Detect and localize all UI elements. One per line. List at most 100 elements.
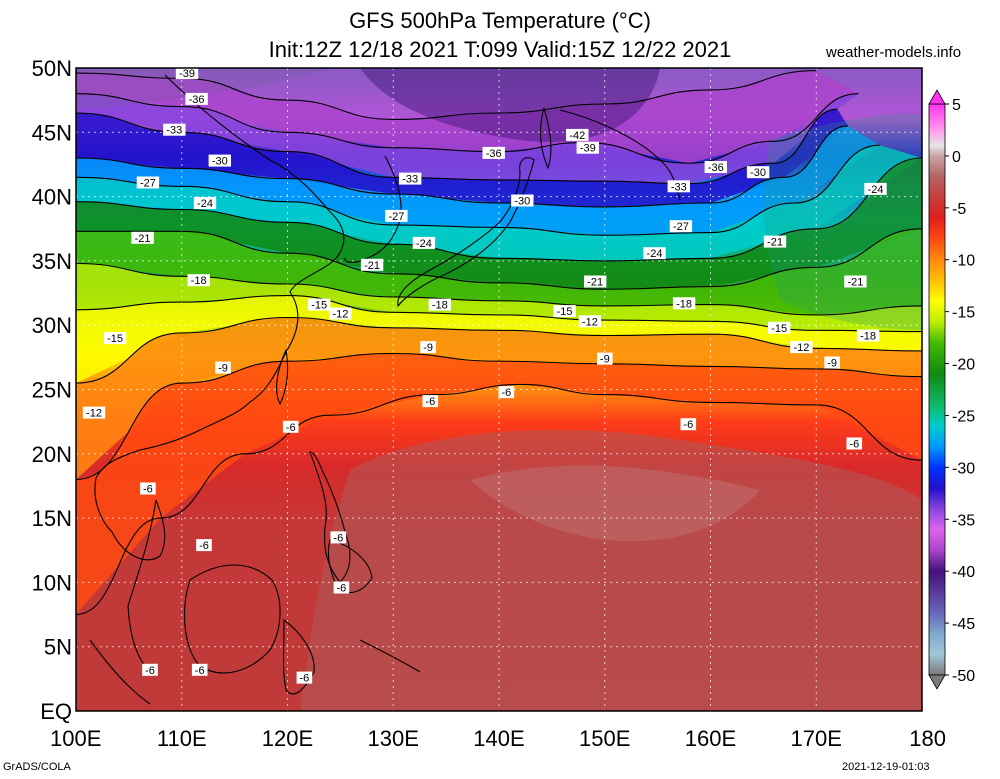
contour-label-box: [282, 420, 299, 433]
longitude-tick-label: 150E: [579, 726, 630, 751]
coastline-halmahera: [359, 639, 421, 673]
contour-label-text: -24: [416, 238, 432, 250]
latitude-tick-label: 20N: [32, 442, 72, 467]
contour-label: -15: [768, 321, 791, 335]
contour-label: -15: [553, 305, 576, 318]
contour-label: -27: [669, 220, 693, 233]
contour-label-box: [208, 154, 231, 167]
latitude-tick-label: 15N: [32, 506, 72, 531]
contour-label-box: [669, 220, 693, 233]
contour-label-box: [185, 92, 208, 105]
temperature-band: [76, 70, 859, 164]
contour-label-text: -21: [847, 277, 863, 289]
contour-label-text: -12: [86, 408, 102, 420]
contour-label-box: [215, 361, 231, 374]
contour-label-text: -27: [140, 178, 156, 190]
contour-label: -33: [667, 180, 690, 193]
isotherm-line: [76, 108, 838, 185]
isotherm-line: [76, 144, 880, 236]
contour-label-text: -30: [514, 196, 530, 208]
longitude-tick-label: 160E: [685, 726, 736, 751]
contour-label-box: [846, 437, 863, 450]
contour-label: -18: [187, 274, 210, 287]
contour-label-text: -12: [582, 316, 598, 328]
coastline-sulawesi: [282, 619, 315, 695]
latitude-tick-label: 40N: [32, 185, 72, 210]
contour-label: -30: [746, 166, 770, 179]
contour-label-text: -12: [793, 342, 809, 354]
contour-label: -42: [566, 128, 589, 142]
contour-label: -6: [846, 437, 863, 451]
contour-label: -39: [175, 68, 199, 80]
contour-label-text: -33: [671, 181, 687, 193]
contour-label: -36: [704, 161, 727, 174]
colorbar-tick-label: -20: [952, 357, 975, 374]
contour-label: -18: [672, 297, 696, 310]
temperature-band: [76, 125, 880, 236]
contour-label-box: [428, 298, 451, 311]
contour-label-text: -9: [827, 358, 837, 370]
contour-label-text: -24: [197, 198, 213, 210]
contour-label-box: [578, 315, 602, 328]
temperature-field: -39 -36 -33 -30 -27 -24 -21 -18 -15 -12 -9 -6 -6 -6 -6…: [76, 68, 922, 711]
contour-label: -24: [864, 182, 887, 196]
contour-label-text: -12: [332, 309, 348, 321]
contour-label-box: [131, 231, 154, 244]
contour-label-text: -21: [364, 260, 380, 272]
contour-label-box: [576, 141, 599, 154]
contour-label-box: [566, 128, 589, 141]
contour-label-text: -6: [145, 665, 155, 677]
contour-label: -6: [330, 531, 347, 544]
contour-label: -9: [597, 352, 613, 366]
contour-label-box: [333, 581, 350, 594]
isotherm-line: [76, 352, 922, 481]
contour-label-box: [308, 298, 331, 311]
contour-label: -9: [420, 341, 436, 354]
map-title: GFS 500hPa Temperature (°C): [349, 8, 651, 33]
contour-label-text: -36: [708, 162, 724, 174]
contour-label-box: [680, 418, 697, 431]
longitude-tick-label: 180: [909, 726, 946, 751]
contour-label-box: [856, 329, 880, 342]
contour-label: -6: [498, 386, 515, 399]
contour-label-box: [163, 123, 186, 136]
latitude-tick-label: 30N: [32, 313, 72, 338]
map-subtitle: Init:12Z 12/18 2021 T:099 Valid:15Z 12/2…: [268, 37, 732, 62]
contour-label-box: [175, 68, 199, 80]
contour-label-box: [768, 321, 791, 334]
contour-label-text: -9: [600, 354, 610, 366]
contour-label-text: -39: [179, 68, 195, 80]
warm-pool-shading: [300, 430, 922, 711]
contour-label-box: [422, 395, 439, 408]
contour-label-text: -21: [135, 233, 151, 245]
contour-label-text: -24: [647, 248, 663, 260]
contour-label-text: -18: [191, 275, 207, 287]
contour-label-text: -6: [286, 422, 296, 434]
contour-label: -6: [422, 395, 439, 408]
contour-label-text: -24: [868, 184, 884, 196]
contour-label-text: -39: [580, 143, 596, 155]
contour-label-text: -30: [212, 156, 228, 168]
contour-label: -18: [428, 298, 451, 312]
contour-label: -6: [680, 418, 697, 431]
contour-label-box: [553, 305, 576, 318]
coastline-asia-mainland: [94, 74, 345, 561]
longitude-tick-label: 110E: [157, 726, 207, 751]
coastline-sakhalin: [539, 107, 552, 169]
contour-label-text: -27: [388, 211, 404, 223]
coastline-sumatra: [89, 639, 151, 705]
contour-labels: -39 -36 -33 -30 -27 -24 -21 -18 -15 -12 -9 -6 -6 -6 -6…: [82, 68, 887, 685]
coastline-malay-peninsula: [127, 499, 157, 673]
contour-label: -39: [576, 141, 599, 155]
contour-label: -36: [185, 92, 208, 106]
contour-label: -6: [282, 420, 299, 434]
contour-label: -27: [136, 176, 160, 190]
contour-label-box: [196, 539, 212, 552]
contour-label-box: [385, 209, 408, 222]
contour-label: -24: [193, 197, 217, 210]
contour-label-box: [511, 194, 534, 207]
contour-label: -9: [215, 361, 231, 375]
longitude-tick-label: 170E: [791, 726, 842, 751]
colorbar-tick-label: -50: [952, 668, 975, 685]
longitude-tick-label: 130E: [368, 726, 419, 751]
